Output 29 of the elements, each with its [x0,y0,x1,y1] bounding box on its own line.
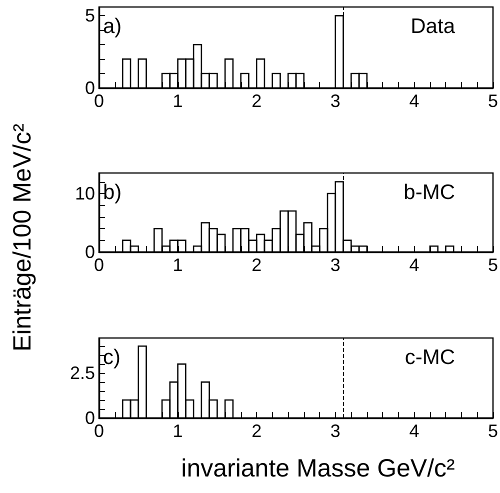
annotation: b-MC [404,181,456,204]
y-axis-title: Einträge/100 MeV/c² [8,124,36,352]
x-tick-label: 5 [488,255,498,275]
x-tick-label: 2 [252,421,262,441]
x-tick-label: 1 [172,255,183,275]
y-tick-label: 2.5 [70,363,95,384]
y-tick-label: 0 [84,242,95,262]
x-tick-label: 2 [252,91,262,111]
x-tick-label: 5 [488,91,498,111]
annotation: c) [103,346,120,369]
x-axis-title: invariante Masse GeV/c² [181,454,455,482]
annotation: a) [103,15,122,38]
x-tick-label: 2 [252,255,262,275]
y-tick-label: 0 [84,408,95,428]
annotation: b) [103,181,122,204]
x-tick-label: 1 [172,91,183,111]
x-tick-label: 3 [330,421,340,441]
annotation: Data [410,15,456,38]
y-tick-label: 10 [74,183,95,204]
y-tick-label: 5 [84,6,95,26]
annotation: c-MC [404,346,456,369]
x-tick-label: 1 [172,421,183,441]
x-tick-label: 4 [409,91,420,111]
x-tick-label: 3 [330,255,340,275]
x-tick-label: 5 [488,421,498,441]
x-tick-label: 4 [409,421,420,441]
x-tick-label: 4 [409,255,420,275]
y-tick-label: 0 [84,78,95,98]
x-tick-label: 3 [330,91,340,111]
